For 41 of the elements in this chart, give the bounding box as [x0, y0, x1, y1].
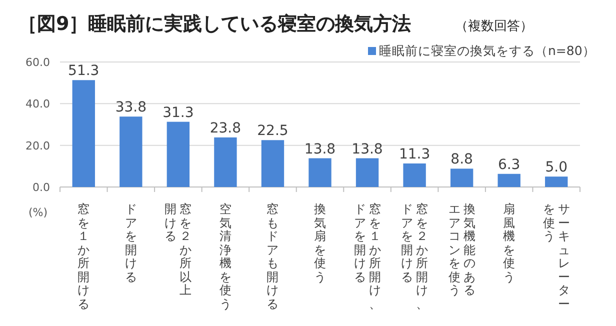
- x-tick-label: 窓もドアも開ける: [266, 202, 280, 311]
- category-label: 換気機能のあるエアコンを使う: [448, 202, 476, 297]
- y-tick-label: 40.0: [26, 98, 50, 111]
- x-tick-label: 扇風機を使う: [502, 202, 516, 284]
- bar: [166, 122, 190, 187]
- x-tick-label: ドアを開ける: [124, 202, 138, 284]
- category-label: 窓を２か所以上開ける: [164, 202, 192, 297]
- x-tick-label: 窓を１か所開ける: [76, 202, 91, 311]
- bar: [120, 116, 142, 187]
- bar: [450, 168, 474, 187]
- data-label: 13.8: [352, 141, 383, 158]
- bar: [72, 80, 95, 187]
- bar: [403, 163, 426, 187]
- bar: [498, 174, 520, 187]
- bar: [356, 158, 379, 187]
- data-label: 8.8: [450, 152, 473, 168]
- bar: [261, 140, 284, 187]
- category-label: 窓を１か所開け、ドアを開ける: [354, 202, 381, 310]
- bar: [308, 158, 332, 187]
- category-label: 窓を２か所開け、ドアを開ける: [401, 202, 428, 310]
- data-label: 5.0: [545, 160, 568, 176]
- y-tick-label: 60.0: [26, 56, 50, 69]
- data-label: 13.8: [304, 141, 336, 158]
- data-label: 23.8: [210, 120, 242, 136]
- chart-title: ［図9］睡眠前に実践している寝室の換気方法: [18, 13, 412, 35]
- data-label: 31.3: [162, 104, 194, 121]
- data-label: 11.3: [398, 146, 430, 162]
- data-label: 51.3: [68, 63, 100, 80]
- data-label: 22.5: [257, 123, 288, 140]
- legend: 睡眠前に寝室の換気をする（n=80）: [368, 43, 596, 58]
- bar: [545, 176, 568, 187]
- y-tick-label: 0.0: [32, 181, 50, 194]
- chart-subtitle: （複数回答）: [455, 19, 533, 34]
- data-label: 6.3: [498, 156, 520, 173]
- y-tick-label: 20.0: [26, 139, 50, 152]
- x-tick-label: 換気扇を使う: [313, 202, 327, 284]
- bar: [214, 137, 237, 187]
- category-label: サーキュレーターを使う: [542, 202, 570, 310]
- x-tick-label: 空気清浄機を使う: [218, 202, 232, 311]
- y-axis-title: (%): [28, 206, 48, 219]
- data-label: 33.8: [115, 100, 146, 116]
